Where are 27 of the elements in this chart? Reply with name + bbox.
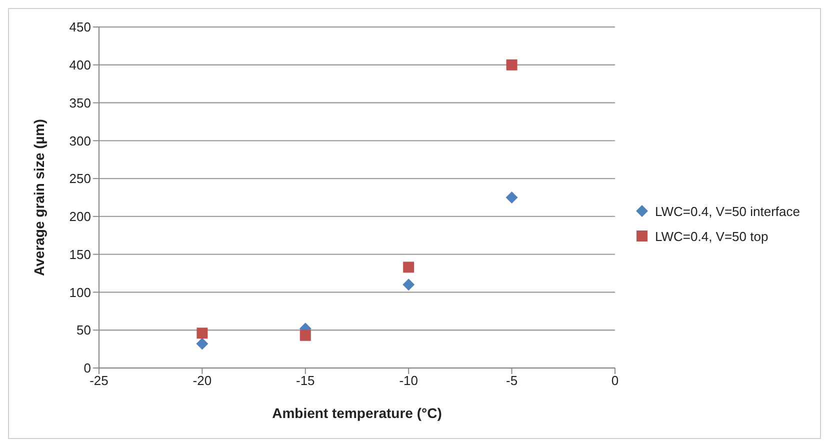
x-tick-label: -25 <box>90 373 108 388</box>
x-tick-label: -5 <box>506 373 518 388</box>
y-tick-label: 300 <box>69 133 91 148</box>
x-tick-label: -20 <box>192 373 212 388</box>
point <box>402 278 415 291</box>
point <box>196 338 208 350</box>
x-tick-label: -10 <box>399 373 418 388</box>
x-axis-title: Ambient temperature (°C) <box>272 405 442 421</box>
point <box>506 192 518 204</box>
legend-label: LWC=0.4, V=50 top <box>654 228 768 244</box>
point <box>196 328 208 339</box>
y-tick-label: 150 <box>69 246 91 262</box>
x-tick-label: -15 <box>296 373 315 388</box>
x-tick-label: 0 <box>611 373 619 388</box>
y-axis-title: Average grain size (µm) <box>30 119 47 276</box>
legend-label: LWC=0.4, V=50 interface <box>654 204 800 218</box>
y-tick-label: 0 <box>84 360 91 376</box>
y-tick-label: 100 <box>69 284 91 300</box>
y-tick-label: 400 <box>69 58 91 73</box>
y-tick-label: 450 <box>69 20 91 35</box>
point <box>300 330 311 341</box>
point <box>506 59 518 70</box>
y-tick-label: 250 <box>69 171 91 186</box>
y-tick-label: 350 <box>69 95 91 110</box>
y-tick-label: 50 <box>76 322 91 338</box>
point <box>403 262 414 273</box>
y-tick-label: 200 <box>69 209 91 224</box>
